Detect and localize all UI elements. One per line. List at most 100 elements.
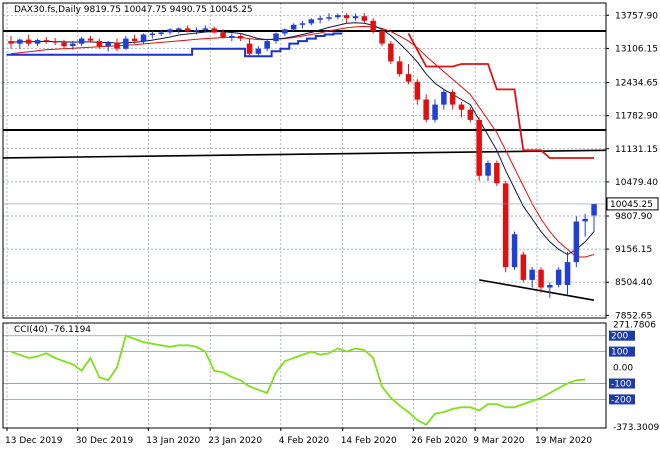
candle-body	[61, 42, 67, 47]
candle-body	[326, 17, 332, 19]
candle-body	[246, 43, 253, 54]
candle-body	[485, 163, 491, 176]
candle-body	[282, 29, 288, 34]
price-tick-label: 8504.40	[615, 278, 652, 288]
date-tick-label: 30 Dec 2019	[76, 436, 134, 446]
candle-body	[573, 221, 580, 263]
candle-body	[538, 269, 544, 288]
candle-body	[379, 30, 385, 44]
candle-body	[555, 269, 562, 285]
candle-body	[264, 41, 270, 49]
price-tick-label: 11782.90	[615, 112, 658, 122]
cci-tick-label: 271.7806	[613, 320, 656, 330]
candle-body	[105, 42, 111, 47]
candle-body	[511, 234, 518, 268]
candle-body	[458, 104, 465, 110]
candle-body	[34, 40, 41, 44]
candle-body	[52, 41, 58, 43]
current-price-box	[606, 197, 659, 211]
candle-body	[131, 38, 138, 42]
lower-band-line	[6, 32, 343, 58]
stop-level-line	[407, 33, 594, 159]
candle-body	[123, 38, 129, 49]
price-tick-label: 9807.90	[615, 212, 652, 222]
cci-indicator	[3, 334, 606, 426]
candle-body	[520, 254, 527, 280]
cci-level-badge	[609, 330, 635, 341]
candle-body	[255, 48, 262, 54]
price-tick-label: 11131.15	[615, 145, 658, 155]
candle-body	[396, 61, 403, 75]
candle-body	[193, 29, 200, 32]
candle-body	[423, 99, 429, 120]
price-axis: 13757.90 13106.15 12434.65 11782.90 11131.15…	[606, 11, 658, 321]
candle-body	[414, 81, 421, 100]
candle-body	[17, 39, 23, 44]
candle-body	[176, 28, 182, 30]
cci-level-badge	[609, 346, 635, 357]
candle-body	[591, 203, 597, 216]
candle-body	[158, 32, 164, 34]
date-tick-label: 13 Dec 2019	[5, 436, 63, 446]
candle-body	[8, 41, 14, 44]
price-tick-label: 13757.90	[615, 11, 658, 21]
candle-body	[405, 74, 412, 82]
candle-body	[43, 40, 50, 42]
cci-tick-label: -100	[611, 380, 632, 390]
cci-panel-frame	[2, 322, 607, 429]
date-tick-label: 19 Mar 2020	[535, 436, 592, 446]
candle-body	[184, 28, 191, 32]
candle-body	[564, 262, 571, 285]
candle-body	[388, 43, 394, 62]
date-tick-label: 9 Mar 2020	[473, 436, 525, 446]
candle-body	[467, 109, 474, 120]
candle-body	[87, 38, 94, 41]
cci-title: CCI(40) -76.1194	[14, 325, 92, 335]
candle-body	[449, 91, 456, 105]
candle-body	[432, 104, 438, 120]
chart-title: DAX30.fs,Daily 9819.75 10047.75 9490.75 …	[14, 5, 253, 15]
candle-body	[370, 20, 376, 31]
price-panel-frame	[2, 2, 607, 319]
candle-body	[229, 36, 235, 38]
price-tick-label: 7852.65	[615, 311, 652, 321]
candle-body	[140, 34, 147, 42]
cci-level-badge	[609, 394, 635, 405]
cci-tick-label: 0.00	[613, 364, 633, 374]
candle-body	[78, 38, 85, 44]
panel-frames	[2, 2, 607, 429]
cci-tick-label: -373.3009	[613, 423, 659, 433]
date-tick-label: 26 Feb 2020	[411, 436, 467, 446]
candle-body	[547, 285, 553, 288]
cci-tick-label: 100	[611, 348, 628, 358]
cci-level-badge	[609, 378, 635, 389]
candle-body	[299, 23, 306, 25]
candle-body	[494, 163, 500, 184]
date-tick-label: 4 Feb 2020	[279, 436, 330, 446]
trend-lines	[2, 149, 607, 302]
candle-body	[149, 33, 156, 35]
horizontal-lines	[3, 29, 606, 132]
price-tick-label: 13106.15	[615, 44, 658, 54]
candle-body	[114, 42, 120, 49]
candle-body	[96, 41, 103, 47]
price-tick-label: 10479.40	[615, 178, 658, 188]
candle-body	[502, 183, 509, 268]
current-price-label: 10045.25	[610, 200, 653, 210]
date-tick-label: 14 Feb 2020	[341, 436, 397, 446]
candles	[8, 13, 597, 298]
cci-axis: 271.7806 200 100 0.00 -100 -200 -373.3009	[609, 320, 659, 433]
candle-body	[352, 16, 359, 19]
candle-body	[211, 28, 217, 33]
current-price-marker: 10045.25	[3, 197, 659, 211]
price-tick-label: 9156.15	[615, 245, 652, 255]
candle-body	[202, 28, 209, 30]
cci-line	[10, 334, 586, 426]
price-tick-label: 12434.65	[615, 79, 658, 89]
support-trend-line	[479, 279, 595, 302]
grid-lines	[3, 3, 606, 428]
date-tick-label: 23 Jan 2020	[208, 436, 262, 446]
date-axis: 13 Dec 2019 30 Dec 2019 13 Jan 2020 23 Jan …	[5, 428, 592, 446]
cci-tick-label: -200	[611, 395, 632, 405]
